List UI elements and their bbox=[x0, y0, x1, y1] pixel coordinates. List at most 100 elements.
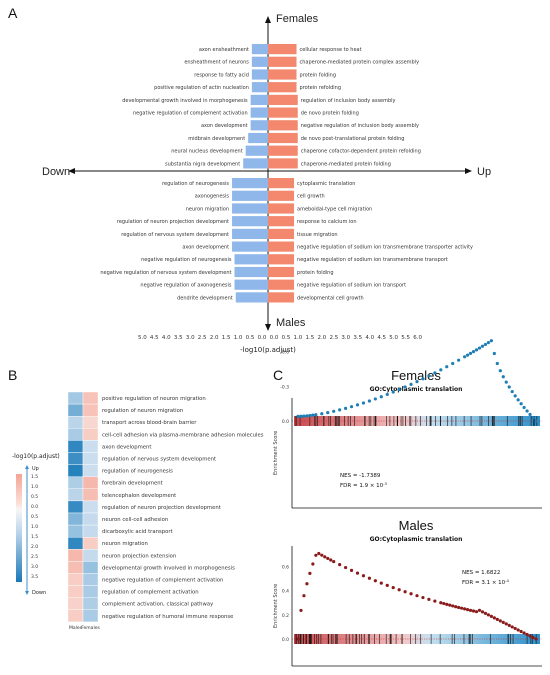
heatmap-cell-males bbox=[67, 549, 84, 562]
gsea-es-point bbox=[296, 637, 300, 641]
legend-down-arrow-icon bbox=[25, 591, 29, 595]
gsea-es-point bbox=[409, 592, 413, 596]
gsea-es-point bbox=[519, 402, 523, 406]
female-up-bar bbox=[268, 56, 297, 67]
gsea-y-tick-label: 0.4 bbox=[282, 589, 289, 595]
heatmap-cell-males bbox=[67, 428, 84, 441]
gsea-es-point bbox=[468, 351, 473, 355]
female-up-term-label: de novo post-translational protein foldi… bbox=[301, 136, 405, 142]
gsea-es-point bbox=[445, 602, 449, 606]
down-label: Down bbox=[42, 166, 70, 178]
female-up-bar bbox=[268, 132, 298, 144]
female-down-term-label: negative regulation of complement activa… bbox=[133, 111, 248, 117]
gsea-es-point bbox=[397, 387, 401, 392]
axis-tick-label: 3.5 bbox=[353, 335, 362, 341]
panel-label-c: C bbox=[273, 367, 283, 383]
legend-tick-label: 1.0 bbox=[31, 524, 38, 530]
gsea-es-point bbox=[477, 608, 482, 612]
gsea-es-point bbox=[474, 348, 479, 352]
axis-tick-label: 1.5 bbox=[306, 335, 315, 341]
axis-tick-label: 0.5 bbox=[246, 335, 255, 341]
panel-label-a: A bbox=[8, 5, 18, 21]
axis-tick-label: 0.5 bbox=[282, 335, 291, 341]
heatmap-cell-females bbox=[82, 403, 99, 417]
gsea-es-point bbox=[451, 604, 455, 608]
legend-tick-label: 1.0 bbox=[31, 484, 38, 490]
heatmap-row-label: telencephalon development bbox=[102, 493, 176, 499]
heatmap-cell-females bbox=[82, 464, 99, 477]
gsea-es-point bbox=[403, 590, 407, 594]
axis-tick-label: 3.0 bbox=[341, 335, 350, 341]
male-down-bar bbox=[234, 254, 268, 265]
male-down-bar bbox=[232, 178, 268, 189]
gsea-es-point bbox=[489, 614, 493, 618]
male-down-bar bbox=[232, 216, 268, 227]
gsea-es-point bbox=[379, 395, 383, 399]
gsea-es-point bbox=[522, 405, 526, 410]
male-up-bar bbox=[268, 203, 295, 214]
gsea-es-point bbox=[385, 392, 389, 397]
gsea-plot: Females GO:Cytoplasmic translation Enrichm… bbox=[273, 339, 542, 509]
gsea-es-point bbox=[355, 571, 360, 575]
heatmap-cell-males bbox=[67, 609, 84, 623]
gsea-y-tick-label: 0.0 bbox=[282, 419, 289, 425]
gsea-es-point bbox=[471, 350, 476, 354]
male-up-term-label: negative regulation of sodium ion transm… bbox=[297, 257, 448, 263]
gsea-es-point bbox=[498, 619, 502, 623]
gsea-nes-label: NES = -1.7389 bbox=[340, 473, 381, 479]
heatmap-cell-males bbox=[67, 524, 84, 538]
gsea-es-point bbox=[308, 571, 312, 575]
heatmap-cell-females bbox=[82, 391, 99, 405]
gsea-es-point bbox=[451, 361, 455, 366]
legend-gradient bbox=[16, 474, 22, 582]
heatmap-row-label: transport across blood-brain barrier bbox=[102, 420, 197, 426]
female-down-term-label: axon ensheathment bbox=[199, 47, 249, 53]
gsea-es-point bbox=[483, 342, 488, 347]
gsea-es-point bbox=[427, 374, 431, 378]
legend-up-arrow-icon bbox=[25, 465, 29, 469]
axis-tick-label: 1.0 bbox=[294, 335, 303, 341]
gsea-es-point bbox=[468, 608, 473, 612]
female-up-bar bbox=[268, 158, 298, 169]
legend-tick-label: 0.5 bbox=[31, 514, 38, 520]
heatmap-cell-females bbox=[82, 609, 99, 623]
male-down-term-label: regulation of nervous system development bbox=[121, 232, 229, 238]
heatmap-cell-females bbox=[82, 537, 99, 550]
gsea-es-point bbox=[442, 601, 446, 606]
gsea-es-point bbox=[510, 625, 514, 629]
gsea-es-point bbox=[338, 408, 342, 412]
gsea-es-point bbox=[489, 339, 493, 343]
heatmap-cell-males bbox=[67, 512, 84, 526]
gsea-es-point bbox=[463, 607, 467, 611]
male-up-bar bbox=[268, 279, 295, 290]
panel-b-heatmap: -log10(p.adjust) Up Down 1.5 1.0 0.5 0.0 0.5… bbox=[12, 391, 264, 631]
gsea-es-point bbox=[504, 622, 508, 626]
male-up-bar bbox=[268, 228, 295, 239]
heatmap-cell-females bbox=[82, 597, 99, 611]
male-down-bar bbox=[235, 292, 268, 303]
gsea-es-point bbox=[311, 562, 315, 566]
female-up-term-label: regulation of inclusion body assembly bbox=[301, 98, 396, 104]
up-label: Up bbox=[477, 166, 491, 178]
gsea-fdr-label: FDR = 1.9 × 10-3 bbox=[340, 481, 388, 489]
gsea-es-point bbox=[486, 341, 490, 345]
gsea-es-point bbox=[332, 409, 336, 413]
female-up-term-label: protein folding bbox=[300, 72, 336, 78]
heatmap-cell-males bbox=[67, 573, 84, 586]
heatmap-cell-males bbox=[67, 537, 84, 550]
axis-tick-label: 2.5 bbox=[198, 335, 207, 341]
gsea-es-point bbox=[439, 601, 443, 605]
female-down-bar bbox=[251, 69, 268, 80]
gsea-es-point bbox=[367, 399, 371, 403]
heatmap-row-label: axon development bbox=[102, 444, 151, 450]
gsea-es-point bbox=[498, 369, 502, 373]
male-up-bar bbox=[268, 266, 295, 278]
male-down-term-label: neuron migration bbox=[186, 206, 229, 212]
female-down-term-label: ensheathment of neurons bbox=[184, 60, 249, 66]
gsea-es-point bbox=[507, 623, 511, 628]
heatmap-cell-males bbox=[67, 476, 84, 490]
legend-tick-label: 3.0 bbox=[31, 564, 38, 570]
heatmap-cell-females bbox=[82, 500, 99, 514]
arrow-right-icon bbox=[465, 168, 472, 174]
gsea-es-point bbox=[344, 565, 348, 570]
